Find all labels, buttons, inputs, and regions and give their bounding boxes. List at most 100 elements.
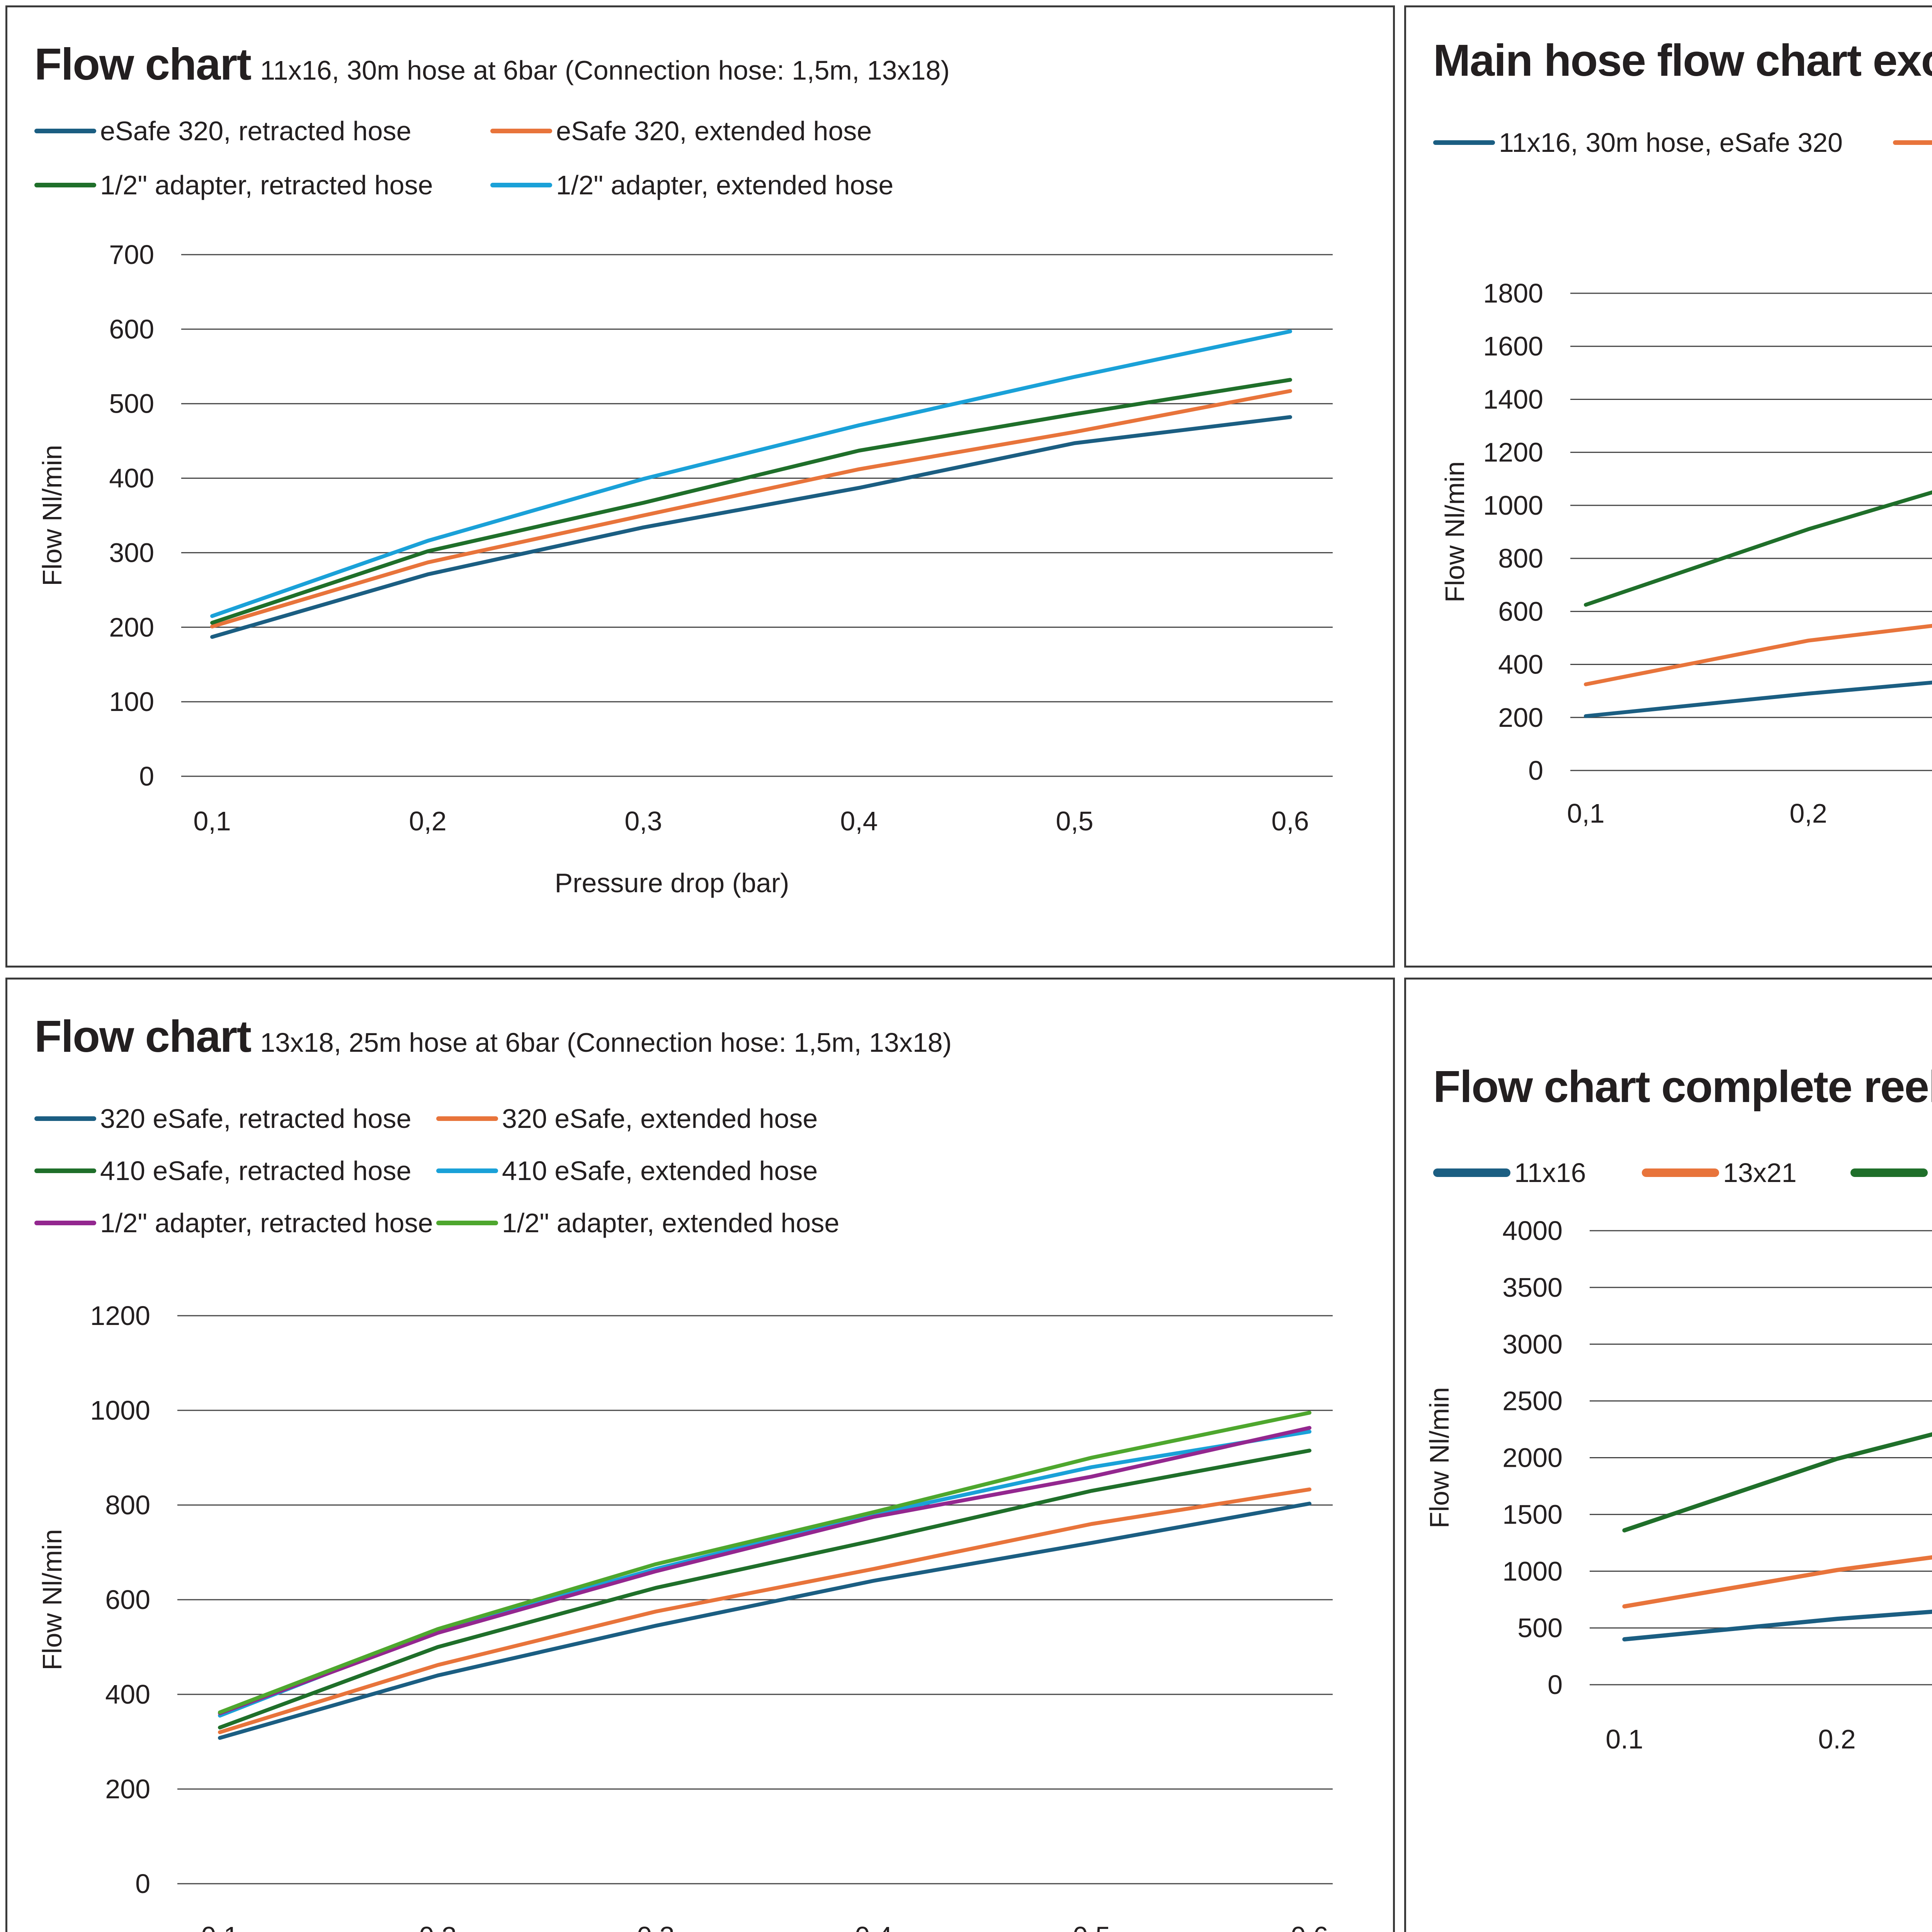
legend-item-esafe-320-retracted-hose: eSafe 320, retracted hose	[34, 116, 412, 146]
series-line-320-esafe-extended-hose	[218, 1487, 1311, 1734]
x-tick-label: 0,6	[1271, 806, 1309, 836]
legend-label: 320 eSafe, retracted hose	[100, 1104, 412, 1134]
legend-line-swatch-icon	[436, 1221, 498, 1225]
series-line-320-esafe-retracted-hose	[218, 1502, 1311, 1740]
y-tick-label: 0	[135, 1869, 150, 1899]
chart-title-text: Main hose flow chart excluding reel	[1433, 35, 1932, 85]
x-tick-label: 0,6	[1291, 1921, 1328, 1932]
chart-title: Main hose flow chart excluding reel	[1433, 34, 1932, 86]
y-tick-label: 800	[105, 1490, 150, 1520]
y-tick-label: 2500	[1502, 1386, 1563, 1416]
series-line-1-2-adapter-extended-hose	[218, 1411, 1311, 1714]
y-tick-label: 2000	[1502, 1443, 1563, 1473]
x-tick-label: 0.1	[1605, 1724, 1643, 1754]
line-chart: 050010001500200025003000350040000.10.20.…	[1424, 1216, 1932, 1754]
chart-panel-13x18: Flow chart 13x18, 25m hose at 6bar (Conne…	[5, 978, 1395, 1932]
y-tick-label: 3000	[1502, 1329, 1563, 1359]
x-tick-label: 0,5	[1056, 806, 1093, 836]
legend-label: 1/2" adapter, extended hose	[556, 170, 894, 200]
legend-line-swatch-icon	[1433, 1168, 1510, 1177]
y-tick-label: 400	[109, 463, 154, 493]
series-line-11x16-30m-hose-esafe-320	[1584, 680, 1932, 718]
legend-item-1-2-adapter-retracted-hose: 1/2" adapter, retracted hose	[34, 170, 433, 201]
y-tick-label: 200	[1498, 702, 1543, 733]
series-line-16x21-20-m-hose-esafe-410	[1584, 490, 1932, 607]
y-tick-label: 0	[139, 761, 154, 791]
y-axis-title: Flow Nl/min	[1440, 461, 1470, 603]
line-chart: 0200400600800100012001400160018000,10,20…	[1440, 278, 1932, 828]
legend-label: 320 eSafe, extended hose	[502, 1104, 818, 1134]
legend-line-swatch-icon	[34, 183, 96, 187]
legend-line-swatch-icon	[1850, 1168, 1928, 1177]
legend-label: eSafe 320, extended hose	[556, 116, 872, 146]
x-tick-label: 0,2	[419, 1921, 456, 1932]
legend-item-1-2-adapter-extended-hose: 1/2" adapter, extended hose	[490, 170, 893, 201]
y-tick-label: 400	[105, 1679, 150, 1709]
legend-item-410-esafe-retracted-hose: 410 eSafe, retracted hose	[34, 1155, 412, 1186]
x-tick-label: 0,1	[193, 806, 231, 836]
y-tick-label: 700	[109, 240, 154, 270]
legend-line-swatch-icon	[436, 1168, 498, 1173]
y-tick-label: 300	[109, 537, 154, 568]
y-tick-label: 4000	[1502, 1216, 1563, 1246]
chart-title-text: Flow chart complete reel at 16bar	[1433, 1061, 1932, 1112]
legend-label: 410 eSafe, retracted hose	[100, 1156, 412, 1186]
y-tick-label: 1500	[1502, 1499, 1563, 1529]
x-tick-label: 0,3	[637, 1921, 674, 1932]
x-tick-label: 0,2	[409, 806, 446, 836]
legend-item-13x21: 13x21	[1642, 1157, 1797, 1188]
chart-panel-main-hose: Main hose flow chart excluding reel 11x16…	[1404, 5, 1932, 968]
series-line-410-esafe-retracted-hose	[218, 1449, 1311, 1730]
y-tick-label: 800	[1498, 543, 1543, 573]
legend-item-esafe-320-extended-hose: eSafe 320, extended hose	[490, 116, 872, 146]
legend-label: 13x21	[1723, 1158, 1797, 1188]
series-line-13x18-25m-hose-esafe-320	[1584, 624, 1932, 686]
legend-item-1-2-adapter-extended-hose: 1/2" adapter, extended hose	[436, 1208, 839, 1238]
legend-label: 1/2" adapter, extended hose	[502, 1208, 840, 1238]
y-tick-label: 600	[109, 314, 154, 344]
y-tick-label: 1200	[1483, 437, 1543, 468]
y-tick-label: 400	[1498, 650, 1543, 680]
y-tick-label: 600	[105, 1585, 150, 1615]
legend-line-swatch-icon	[1642, 1168, 1719, 1177]
y-tick-label: 500	[109, 389, 154, 419]
line-chart: 0 100 200 300 400 500 600 700 0,1 0,2 0,3 0,4 0,5 0,6…	[37, 240, 1333, 898]
x-tick-label: 0,1	[1567, 798, 1604, 828]
chart-panel-complete-reel: Flow chart complete reel at 16bar 11x16 13…	[1404, 978, 1932, 1932]
chart-title-text: Flow chart	[34, 39, 252, 89]
legend-item-11x16: 11x16	[1433, 1157, 1586, 1188]
y-tick-label: 1600	[1483, 331, 1543, 361]
line-chart: 0200400600800100012000,10,20,30,40,50,6P…	[37, 1301, 1333, 1932]
x-tick-label: 0,3	[624, 806, 662, 836]
series-line-16x21	[1622, 1432, 1932, 1532]
legend-item-320-esafe-retracted-hose: 320 eSafe, retracted hose	[34, 1103, 412, 1134]
legend-item-320-esafe-extended-hose: 320 eSafe, extended hose	[436, 1103, 818, 1134]
y-tick-label: 200	[105, 1774, 150, 1804]
x-tick-label: 0.2	[1818, 1724, 1855, 1754]
y-axis-title: Flow Nl/min	[1424, 1387, 1454, 1529]
x-tick-label: 0,4	[840, 806, 878, 836]
y-tick-label: 500	[1517, 1613, 1563, 1643]
y-tick-label: 1000	[1483, 490, 1543, 520]
y-tick-label: 200	[109, 612, 154, 642]
legend-line-swatch-icon	[1893, 140, 1932, 145]
chart-title: Flow chart complete reel at 16bar	[1433, 1061, 1932, 1112]
y-tick-label: 1200	[90, 1301, 150, 1331]
legend-label: 1/2" adapter, retracted hose	[100, 170, 433, 200]
legend-item-410-esafe-extended-hose: 410 eSafe, extended hose	[436, 1155, 818, 1186]
y-tick-label: 1400	[1483, 384, 1543, 414]
x-axis-title: Pressure drop (bar)	[555, 868, 789, 898]
legend-line-swatch-icon	[490, 183, 552, 187]
x-tick-label: 0,5	[1073, 1921, 1110, 1932]
series-line-esafe-320-extended-hose	[210, 389, 1292, 629]
legend-label: 1/2" adapter, retracted hose	[100, 1208, 433, 1238]
legend-line-swatch-icon	[34, 1168, 96, 1173]
x-tick-label: 0,2	[1789, 798, 1827, 828]
series-line-1-2-adapter-retracted-hose	[210, 378, 1292, 625]
chart-subtitle: 13x18, 25m hose at 6bar (Connection hose…	[260, 1027, 952, 1058]
legend-label: 11x16	[1514, 1158, 1586, 1188]
legend-line-swatch-icon	[490, 129, 552, 133]
y-axis-title: Flow Nl/min	[37, 1529, 67, 1670]
series-line-1-2-adapter-retracted-hose	[218, 1426, 1311, 1715]
y-tick-label: 3500	[1502, 1272, 1563, 1303]
